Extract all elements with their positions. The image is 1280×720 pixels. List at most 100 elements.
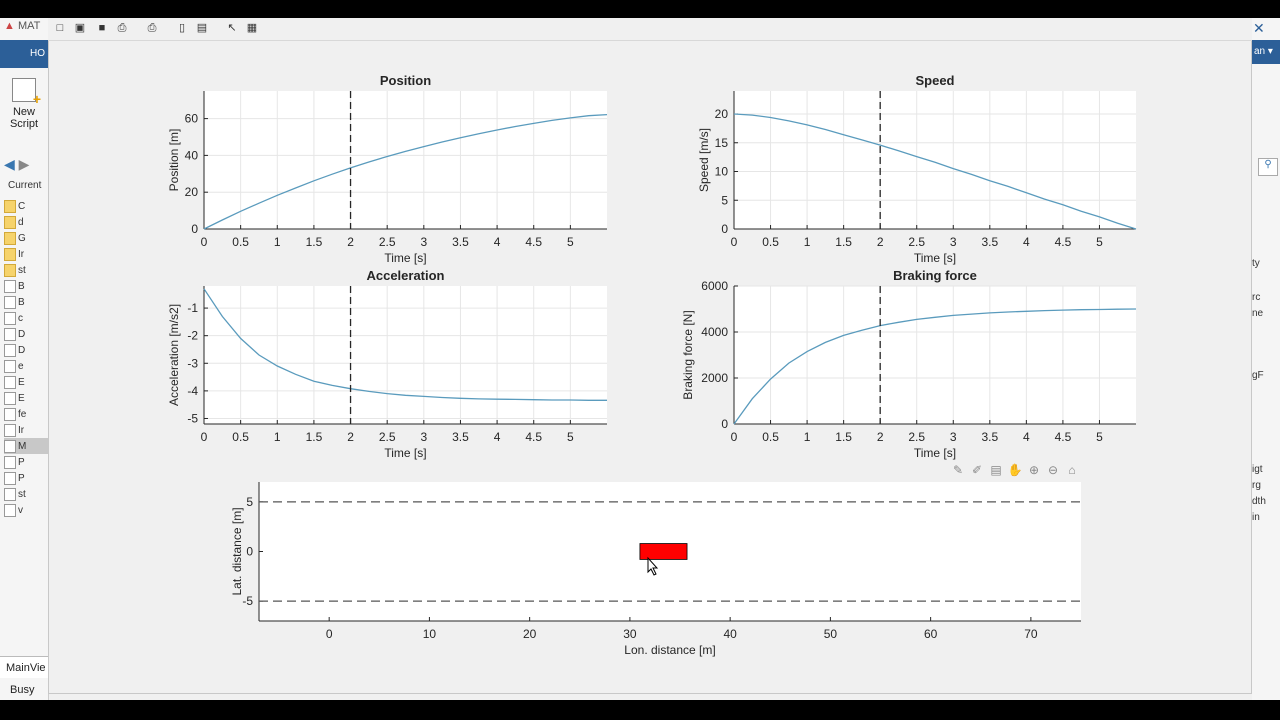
forward-arrow-icon[interactable]: ▶ [18, 156, 30, 172]
file-icon [4, 327, 16, 341]
zoom-out-icon[interactable]: ⊖ [1047, 463, 1059, 477]
file-item-label: fe [18, 408, 27, 420]
speed-axes[interactable]: 0 0.5 1 1.5 2 2.5 3 3.5 4 4.5 5 0 5 10 15 20 Speed Time [… [697, 73, 1137, 265]
y-tick-label: 20 [185, 185, 199, 199]
y-tick-label: -4 [187, 384, 198, 398]
file-item[interactable]: B [4, 294, 48, 310]
file-item[interactable]: st [4, 262, 48, 278]
x-tick-label: 0.5 [232, 235, 249, 249]
y-tick-label: 2000 [701, 371, 728, 385]
file-item[interactable]: st [4, 486, 48, 502]
y-tick-label: 10 [715, 165, 729, 179]
open-icon[interactable]: ▣ [74, 22, 86, 34]
vehicle-box[interactable] [639, 543, 688, 560]
position-axes[interactable]: 0 0.5 1 1.5 2 2.5 3 3.5 4 4.5 5 0 20 40 60 Position Time… [167, 73, 608, 265]
plot-area[interactable] [734, 286, 1136, 424]
close-icon[interactable]: ✕ [1253, 20, 1265, 36]
file-item[interactable]: P [4, 454, 48, 470]
right-panel-item: ne [1252, 308, 1264, 319]
property-editor-icon[interactable]: ▦ [246, 22, 258, 34]
home-icon[interactable]: ⌂ [1068, 463, 1076, 477]
file-item[interactable]: v [4, 502, 48, 518]
data-tips-icon[interactable]: ▤ [990, 463, 1002, 477]
right-panel-item: ty [1252, 258, 1260, 269]
user-menu[interactable]: an ▾ [1252, 40, 1280, 64]
file-icon [4, 487, 16, 501]
y-tick-label: 5 [721, 193, 728, 207]
print-icon[interactable]: ⎙ [117, 22, 127, 34]
back-arrow-icon[interactable]: ◀ [4, 156, 15, 172]
file-item-label: C [18, 200, 26, 212]
link-icon[interactable]: ▯ [178, 22, 186, 34]
y-tick-label: 15 [715, 136, 729, 150]
x-tick-label: 2.5 [379, 235, 396, 249]
file-icon [4, 359, 16, 373]
y-tick-label: 40 [185, 148, 199, 162]
x-tick-label: 2.5 [908, 430, 925, 444]
file-item[interactable]: M [4, 438, 48, 454]
x-tick-label: 2.5 [908, 235, 925, 249]
x-tick-label: 0 [201, 235, 208, 249]
x-tick-label: 2 [347, 430, 354, 444]
file-item-label: e [18, 360, 24, 372]
x-tick-label: 60 [924, 627, 938, 641]
file-icon [4, 343, 16, 357]
folder-icon [4, 231, 16, 245]
x-tick-label: 0 [326, 627, 333, 641]
zoom-in-icon[interactable]: ⊕ [1028, 463, 1040, 477]
y-tick-label: 0 [721, 417, 728, 431]
nav-arrows[interactable]: ◀ ▶ [4, 156, 29, 173]
acceleration-axes[interactable]: 0 0.5 1 1.5 2 2.5 3 3.5 4 4.5 5 -1 -2 -3 -4 -5 Accelerat… [167, 268, 607, 460]
file-item[interactable]: P [4, 470, 48, 486]
y-tick-label: 60 [185, 112, 199, 126]
y-axis-label: Acceleration [m/s2] [167, 304, 181, 406]
pointer-icon[interactable]: ↖ [227, 22, 237, 34]
brush-icon[interactable]: ✐ [971, 463, 983, 477]
plot-area[interactable] [204, 286, 607, 424]
x-tick-label: 70 [1024, 627, 1038, 641]
file-item[interactable]: D [4, 326, 48, 342]
file-item[interactable]: Ir [4, 246, 48, 262]
file-item[interactable]: D [4, 342, 48, 358]
right-panel-item: dth [1252, 496, 1266, 507]
x-axis-label: Time [s] [384, 251, 426, 265]
file-item[interactable]: e [4, 358, 48, 374]
save-icon[interactable]: ■ [98, 22, 106, 34]
tab-home[interactable]: HO [0, 40, 48, 68]
file-item[interactable]: B [4, 278, 48, 294]
x-tick-label: 10 [423, 627, 437, 641]
new-script-button[interactable]: New Script [6, 78, 42, 130]
main-view-tab[interactable]: MainVie [0, 656, 48, 678]
file-item[interactable]: d [4, 214, 48, 230]
search-icon[interactable]: ⚲ [1258, 158, 1278, 176]
export-icon[interactable]: ✎ [952, 463, 964, 477]
pan-icon[interactable]: ✋ [1007, 463, 1023, 477]
print-preview-icon[interactable]: ⎙ [147, 22, 157, 34]
file-item[interactable]: E [4, 390, 48, 406]
right-panel-item: in [1252, 512, 1260, 523]
x-tick-label: 0 [731, 235, 738, 249]
plot-area[interactable] [204, 91, 607, 229]
y-tick-label: 0 [191, 222, 198, 236]
x-tick-label: 1.5 [835, 430, 852, 444]
file-item[interactable]: C [4, 198, 48, 214]
new-figure-icon[interactable]: □ [56, 22, 64, 34]
x-tick-label: 2 [347, 235, 354, 249]
file-item[interactable]: c [4, 310, 48, 326]
file-item[interactable]: G [4, 230, 48, 246]
file-item[interactable]: Ir [4, 422, 48, 438]
file-item[interactable]: E [4, 374, 48, 390]
file-item-label: P [18, 456, 25, 468]
y-tick-label: 0 [721, 222, 728, 236]
insert-legend-icon[interactable]: ▤ [196, 22, 208, 34]
plot-area[interactable] [734, 91, 1136, 229]
x-tick-label: 5 [1096, 235, 1103, 249]
x-tick-label: 4 [1023, 430, 1030, 444]
braking-force-axes[interactable]: 0 0.5 1 1.5 2 2.5 3 3.5 4 4.5 5 0 2000 4000 6000 Brakin… [681, 268, 1137, 460]
file-item-label: c [18, 312, 23, 324]
file-item-label: D [18, 344, 26, 356]
file-item-label: v [18, 504, 23, 516]
file-item[interactable]: fe [4, 406, 48, 422]
acceleration-series-line [203, 288, 607, 401]
